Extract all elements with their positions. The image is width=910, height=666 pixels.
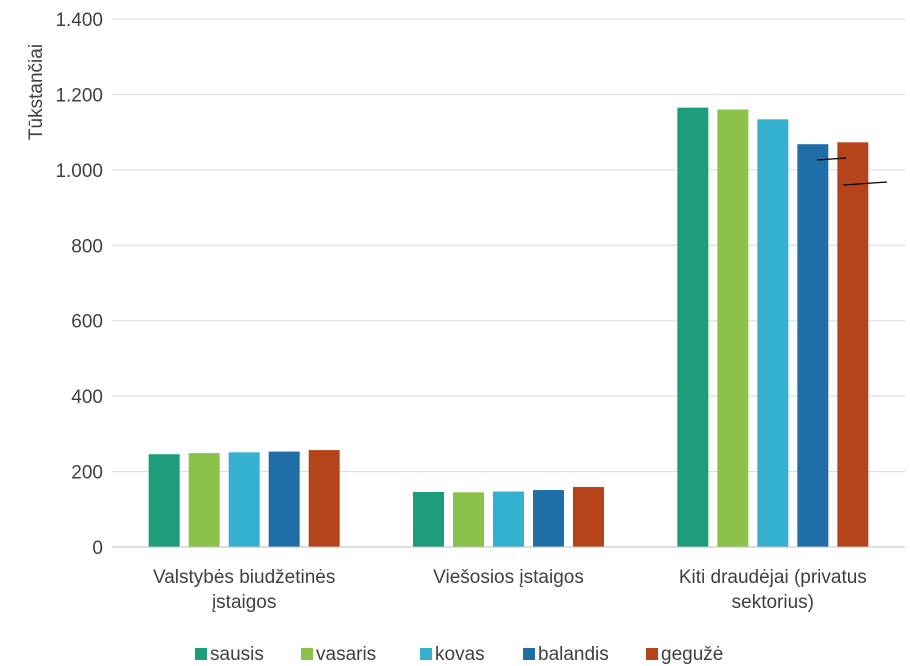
bar — [453, 492, 484, 547]
x-category-label: Kiti draudėjai (privatus — [679, 567, 867, 588]
hand-drawn-marks — [816, 157, 888, 186]
category-labels: Valstybės biudžetinės įstaigos Viešosios į… — [153, 567, 867, 613]
y-tick-label: 400 — [71, 387, 103, 408]
x-category-label: sektorius) — [732, 592, 814, 613]
x-category-label: įstaigos — [212, 592, 276, 613]
y-tick-label: 0 — [92, 538, 103, 559]
bar — [573, 487, 604, 547]
bar — [717, 109, 749, 547]
x-category-label: Viešosios įstaigos — [433, 567, 584, 588]
bar — [757, 119, 789, 547]
y-axis-ticks: 0 200 400 600 800 1.000 1.200 1.400 — [55, 10, 103, 559]
legend-swatch — [301, 648, 313, 660]
bar — [308, 450, 340, 547]
y-tick-label: 600 — [71, 312, 103, 333]
legend-swatch — [646, 648, 658, 660]
legend-label: kovas — [435, 644, 485, 665]
y-tick-label: 1.200 — [55, 85, 103, 106]
x-category-label: Valstybės biudžetinės — [153, 567, 335, 588]
bar — [837, 142, 869, 547]
y-tick-label: 1.400 — [55, 10, 103, 31]
bar — [228, 452, 260, 547]
bar — [493, 491, 524, 547]
y-axis-label: Tūkstančiai — [26, 44, 47, 140]
annotation-stroke — [842, 181, 888, 186]
legend-label: sausis — [210, 644, 264, 665]
legend-swatch — [195, 648, 207, 660]
bar — [533, 490, 564, 547]
bar — [677, 107, 709, 547]
y-tick-label: 800 — [71, 236, 103, 257]
bar — [413, 491, 444, 547]
bar — [797, 144, 829, 547]
gridlines — [112, 18, 905, 473]
legend-label: balandis — [538, 644, 609, 665]
bar — [188, 453, 220, 547]
legend-label: vasaris — [316, 644, 376, 665]
legend-swatch — [420, 648, 432, 660]
legend: sausis vasaris kovas balandis gegužė — [195, 644, 723, 665]
legend-label: gegužė — [661, 644, 723, 665]
bar — [148, 454, 180, 547]
bar — [268, 451, 300, 547]
y-tick-label: 1.000 — [55, 161, 103, 182]
annotation-stroke — [816, 157, 847, 161]
legend-swatch — [523, 648, 535, 660]
y-tick-label: 200 — [71, 463, 103, 484]
bars — [148, 107, 869, 547]
